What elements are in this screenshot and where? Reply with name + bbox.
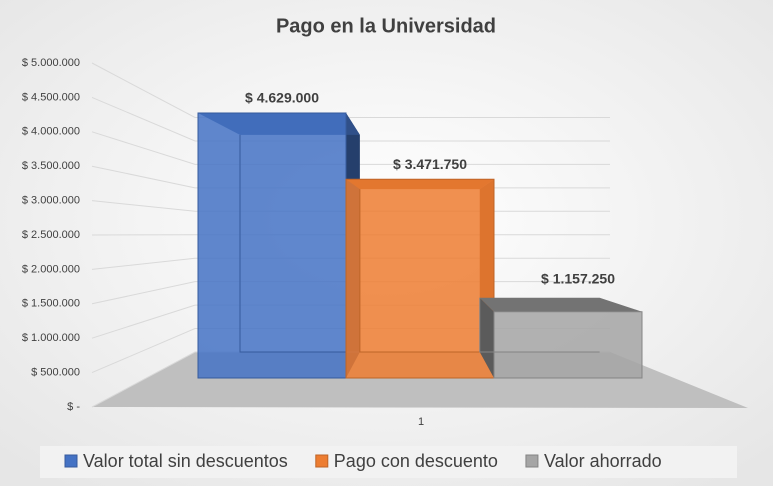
bar <box>197 112 347 379</box>
legend-label: Valor ahorrado <box>544 451 662 471</box>
grid-line <box>91 62 610 118</box>
bar-edge <box>359 189 480 353</box>
y-tick-label: $ 3.500.000 <box>22 160 80 172</box>
y-tick-label: $ 4.000.000 <box>22 126 80 138</box>
bar <box>493 311 643 379</box>
y-tick-label: $ - <box>67 401 80 413</box>
x-tick-label: 1 <box>418 416 424 428</box>
bar-edge <box>479 297 600 353</box>
y-tick-label: $ 1.000.000 <box>22 332 80 344</box>
value-label: $ 4.629.000 <box>245 90 319 106</box>
bar-side <box>479 297 494 378</box>
legend-label: Valor total sin descuentos <box>83 451 288 471</box>
y-tick-label: $ 4.500.000 <box>22 91 80 103</box>
bar <box>345 178 495 379</box>
chart-title: Pago en la Universidad <box>276 15 496 37</box>
legend-swatch <box>64 454 78 468</box>
y-tick-label: $ 3.000.000 <box>22 195 80 207</box>
y-tick-label: $ 2.000.000 <box>22 263 80 275</box>
y-tick-label: $ 5.000.000 <box>22 57 80 69</box>
legend-swatch <box>525 454 539 468</box>
grid-line <box>91 96 610 142</box>
y-tick-label: $ 2.500.000 <box>22 229 80 241</box>
grid-line <box>91 131 610 165</box>
legend-swatch <box>315 454 329 468</box>
legend-box <box>40 446 737 478</box>
y-tick-label: $ 1.500.000 <box>22 298 80 310</box>
value-label: $ 3.471.750 <box>393 156 467 172</box>
y-tick-label: $ 500.000 <box>31 367 80 379</box>
bar-edge <box>239 134 360 353</box>
legend-label: Pago con descuento <box>334 451 498 471</box>
value-label: $ 1.157.250 <box>541 270 615 286</box>
plot: $ - $ 500.000 $ 1.000.000 $ 1.500.000 $ 2.00… <box>22 57 662 471</box>
bar-top <box>479 297 642 312</box>
